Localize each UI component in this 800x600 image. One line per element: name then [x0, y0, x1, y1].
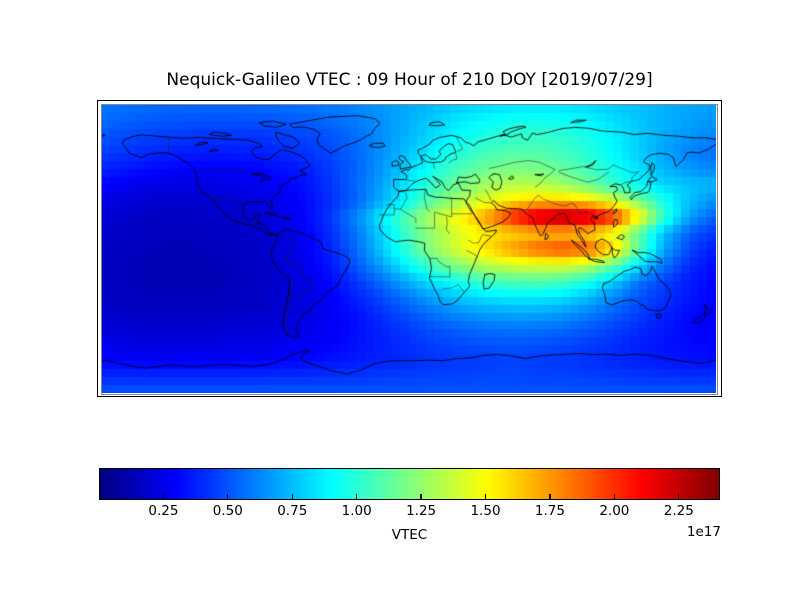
colorbar-tick-label: 0.50 [212, 503, 243, 519]
colorbar-tick [484, 493, 487, 500]
colorbar-tick [356, 493, 358, 500]
colorbar-tick [420, 493, 422, 500]
colorbar-gradient [100, 469, 719, 499]
colorbar-tick-label: 0.75 [277, 503, 308, 519]
colorbar-tick-label: 2.25 [663, 503, 694, 519]
colorbar-offset-text: 1e17 [686, 524, 721, 540]
plot-title: Nequick-Galileo VTEC : 09 Hour of 210 DO… [166, 70, 653, 90]
colorbar-tick [227, 493, 229, 500]
colorbar-tick-label: 1.00 [341, 503, 372, 519]
colorbar-tick [613, 493, 615, 500]
colorbar-tick-label: 1.25 [406, 503, 437, 519]
vtec-heatmap-canvas [102, 105, 716, 393]
colorbar-label: VTEC [391, 527, 428, 543]
colorbar-tick [291, 493, 293, 500]
colorbar [99, 468, 720, 500]
colorbar-tick [678, 493, 680, 500]
colorbar-tick-label: 1.50 [470, 503, 501, 519]
colorbar-tick-label: 1.75 [534, 503, 565, 519]
colorbar-tick [162, 493, 165, 500]
colorbar-tick-label: 2.00 [599, 503, 630, 519]
colorbar-tick-label: 0.25 [148, 503, 179, 519]
colorbar-tick [549, 493, 551, 500]
